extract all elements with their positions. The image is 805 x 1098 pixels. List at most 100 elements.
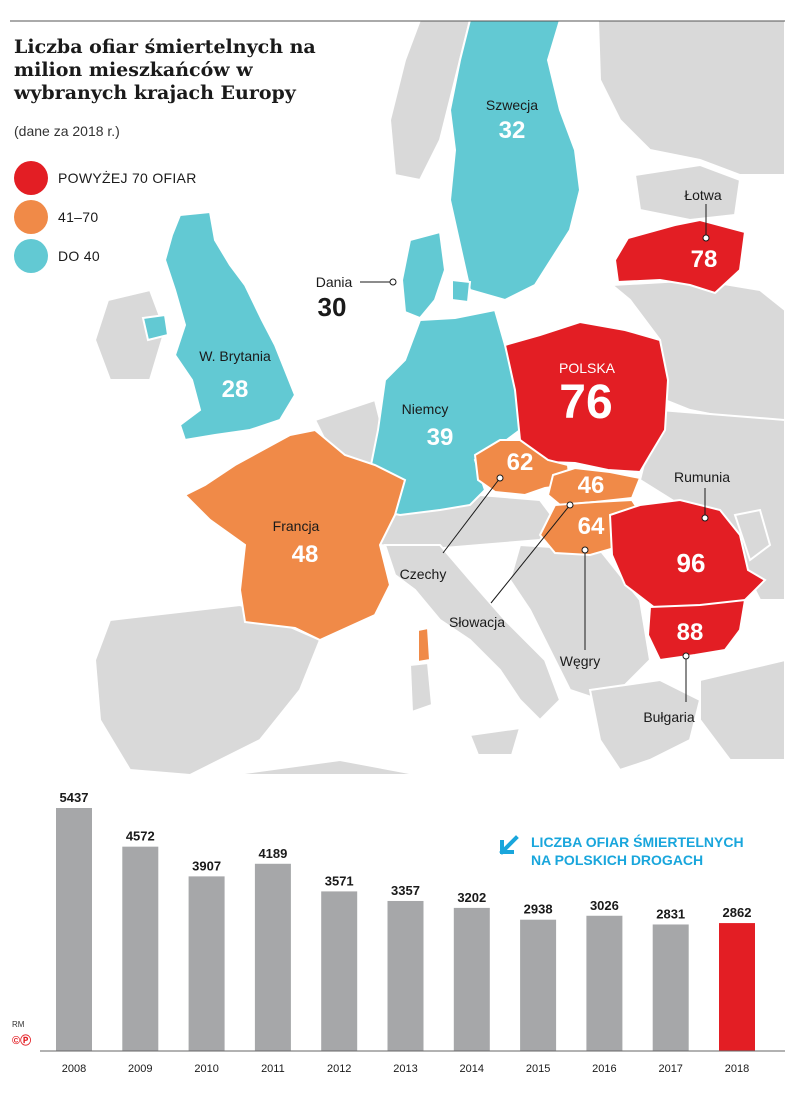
label-name-czechy: Czechy [400, 566, 447, 582]
label-name-dania: Dania [316, 274, 353, 290]
europe-map: Szwecja Łotwa Dania W. Brytania Niemcy P… [10, 19, 786, 777]
bar-value-label-2018: 2862 [723, 905, 752, 920]
x-tick-label-2010: 2010 [194, 1063, 218, 1075]
bar-value-label-2009: 4572 [126, 829, 155, 844]
land-greece [588, 678, 702, 772]
leader-lines [360, 204, 710, 702]
bars: 5437 2008 4572 2009 3907 2010 4189 2011 3571 2012… [56, 790, 755, 1075]
legend-item-high: POWYŻEJ 70 OFIAR [14, 161, 197, 195]
bar-value-label-2014: 3202 [457, 890, 486, 905]
bar-2012 [321, 891, 358, 1051]
bar-value-label-2010: 3907 [192, 858, 221, 873]
label-name-lotwa: Łotwa [684, 187, 722, 203]
background-land [93, 19, 786, 777]
arrow-down-left-icon [499, 835, 519, 855]
legend-swatch-low [14, 239, 48, 273]
label-name-polska: POLSKA [559, 360, 616, 376]
bar-value-label-2017: 2831 [656, 906, 685, 921]
land-italy [383, 544, 562, 722]
x-tick-label-2018: 2018 [725, 1063, 749, 1075]
colored-countries [141, 19, 767, 664]
label-name-wielka-brytania: W. Brytania [199, 348, 271, 364]
bar-value-label-2015: 2938 [524, 902, 553, 917]
label-name-rumunia: Rumunia [674, 469, 730, 485]
label-name-niemcy: Niemcy [402, 401, 449, 417]
land-estonia [633, 163, 742, 222]
label-value-slowacja: 46 [578, 472, 605, 499]
copyright-credit: ©Ⓟ [12, 1035, 32, 1047]
land-ireland [93, 288, 167, 381]
bar-2016 [586, 915, 623, 1051]
land-moldova [733, 508, 772, 562]
legend-label-high: POWYŻEJ 70 OFIAR [58, 170, 197, 186]
bar-chart-title-line1: LICZBA OFIAR ŚMIERTELNYCH [531, 833, 744, 850]
x-tick-label-2014: 2014 [460, 1063, 484, 1075]
label-value-bulgaria: 88 [677, 619, 704, 646]
bar-value-label-2008: 5437 [60, 790, 89, 805]
land-iberia [93, 603, 322, 777]
country-values: 32 78 30 28 39 76 62 46 64 48 96 88 [222, 117, 718, 646]
bar-chart-title-line2: NA POLSKICH DROGACH [531, 852, 703, 868]
country-niemcy[interactable] [368, 308, 522, 517]
bar-value-label-2011: 4189 [258, 846, 287, 861]
bar-2013 [387, 900, 424, 1051]
country-bulgaria[interactable] [646, 598, 747, 662]
legend-item-low: DO 40 [14, 239, 197, 273]
x-tick-label-2008: 2008 [62, 1063, 86, 1075]
x-tick-label-2016: 2016 [592, 1063, 616, 1075]
label-value-niemcy: 39 [427, 424, 454, 451]
map-legend: POWYŻEJ 70 OFIAR 41–70 DO 40 [14, 161, 197, 279]
legend-swatch-mid [14, 200, 48, 234]
x-tick-label-2013: 2013 [393, 1063, 417, 1075]
country-slowacja[interactable] [546, 466, 642, 507]
label-value-rumunia: 96 [677, 548, 706, 578]
bar-2009 [122, 846, 159, 1051]
page-title: Liczba ofiar śmiertelnych na milion mies… [14, 36, 316, 104]
country-francja-korsyka[interactable] [417, 626, 432, 664]
legend-item-mid: 41–70 [14, 200, 197, 234]
bar-2018 [719, 923, 755, 1051]
page-subtitle: (dane za 2018 r.) [14, 123, 120, 139]
land-sicily [468, 726, 522, 756]
country-dania-zealand[interactable] [451, 278, 472, 304]
bar-value-label-2016: 3026 [590, 898, 619, 913]
label-value-polska: 76 [559, 376, 612, 429]
x-tick-label-2009: 2009 [128, 1063, 152, 1075]
land-finland-russia [596, 19, 786, 176]
bar-2010 [188, 876, 225, 1051]
land-northafrica [229, 758, 421, 776]
country-szwecja[interactable] [448, 19, 582, 302]
legend-swatch-high [14, 161, 48, 195]
country-francja[interactable] [183, 428, 407, 642]
country-dania[interactable] [400, 230, 447, 320]
label-value-czechy: 62 [507, 449, 534, 476]
bar-2017 [652, 924, 689, 1051]
x-tick-label-2017: 2017 [658, 1063, 682, 1075]
country-wielka-brytania-ni[interactable] [141, 313, 170, 342]
bar-value-label-2013: 3357 [391, 883, 420, 898]
country-rumunia[interactable] [608, 498, 767, 612]
label-value-wielka-brytania: 28 [222, 376, 249, 403]
label-value-dania: 30 [318, 292, 347, 322]
country-lotwa[interactable] [613, 218, 747, 295]
label-name-bulgaria: Bułgaria [643, 709, 695, 725]
bar-chart-title: LICZBA OFIAR ŚMIERTELNYCH NA POLSKICH DR… [499, 833, 744, 868]
country-names: Szwecja Łotwa Dania W. Brytania Niemcy P… [199, 97, 730, 725]
legend-label-low: DO 40 [58, 248, 100, 264]
bar-2011 [254, 863, 291, 1051]
bar-value-label-2012: 3571 [325, 873, 354, 888]
label-name-francja: Francja [273, 518, 320, 534]
bar-2014 [453, 907, 490, 1051]
land-turkey [699, 658, 786, 761]
label-value-francja: 48 [292, 541, 319, 568]
land-sardinia [408, 661, 434, 714]
label-name-slowacja: Słowacja [449, 614, 505, 630]
legend-label-mid: 41–70 [58, 209, 99, 225]
label-name-wegry: Węgry [560, 653, 600, 669]
bar-2015 [520, 919, 557, 1051]
label-name-szwecja: Szwecja [486, 97, 538, 113]
label-value-lotwa: 78 [691, 246, 718, 273]
country-wielka-brytania[interactable] [163, 210, 297, 442]
x-tick-label-2011: 2011 [261, 1063, 285, 1075]
